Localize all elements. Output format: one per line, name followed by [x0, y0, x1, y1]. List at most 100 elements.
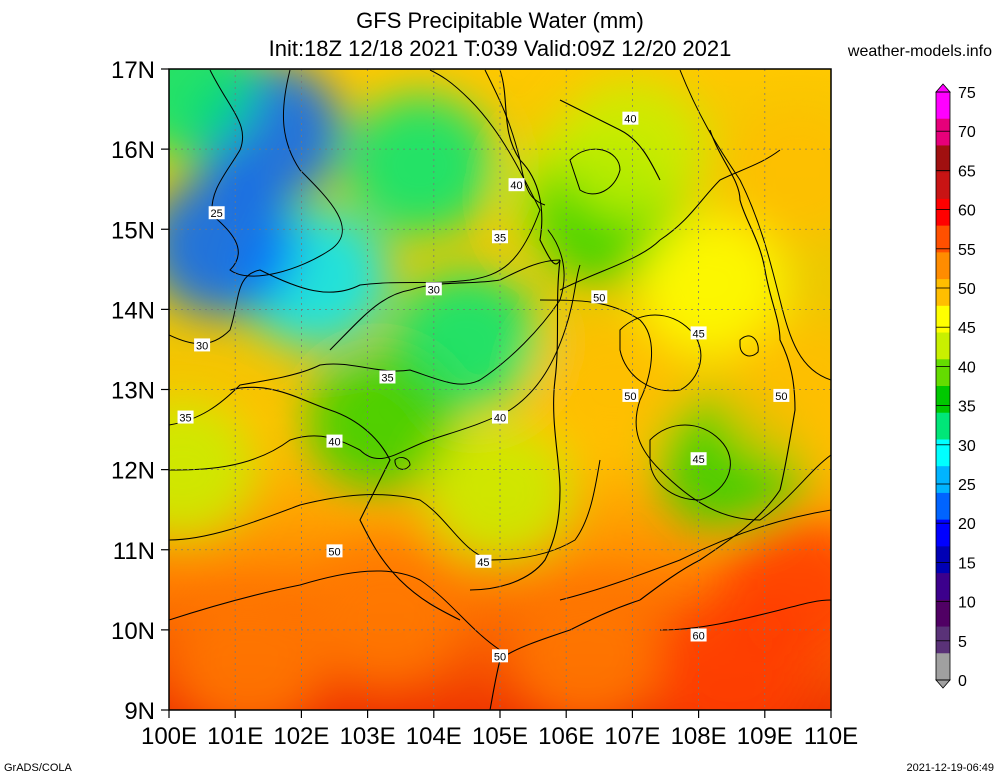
map-subtitle: Init:18Z 12/18 2021 T:039 Valid:09Z 12/2… — [268, 36, 732, 61]
contour-45-blob2 — [739, 335, 759, 357]
footer-software-label: GrADS/COLA — [4, 762, 72, 774]
contour-label: 50 — [326, 544, 343, 558]
contour-label: 50 — [622, 388, 639, 403]
colorbar-tick-label: 65 — [958, 163, 976, 180]
colorbar-tick-label: 45 — [958, 320, 976, 337]
contour-45-south — [169, 459, 601, 561]
colorbar-swatch — [936, 225, 950, 253]
lat-tick-label: 10N — [111, 618, 155, 645]
contour-55-east — [679, 69, 831, 381]
border-laos-vietnam — [499, 69, 561, 265]
lon-tick-label: 103E — [340, 723, 396, 750]
lon-tick-label: 109E — [737, 723, 793, 750]
colorbar-swatch — [936, 439, 950, 467]
lon-tick-label: 101E — [207, 723, 263, 750]
field-blob — [169, 175, 297, 316]
contour-35-blob — [394, 457, 411, 470]
lat-tick-label: 12N — [111, 458, 155, 485]
field-blob — [537, 319, 688, 460]
colorbar-tick-label: 75 — [958, 85, 976, 102]
contour-label: 50 — [492, 649, 508, 663]
contour-50-loop — [619, 314, 702, 392]
colorbar-tick-label: 50 — [958, 281, 976, 298]
border-laos-cambodia — [329, 259, 561, 351]
colorbar-top-arrow — [935, 83, 951, 93]
svg-text:45: 45 — [692, 454, 704, 466]
contour-50-south — [169, 570, 501, 651]
lon-tick-label: 106E — [538, 723, 594, 750]
coastline-east — [639, 129, 796, 601]
contour-label: 40 — [508, 178, 525, 192]
contour-45-loop — [649, 424, 731, 501]
borders-coastline — [229, 69, 796, 710]
lat-tick-label: 9N — [124, 698, 155, 725]
field-blob — [173, 591, 324, 710]
contour-label: 40 — [622, 111, 639, 126]
contour-label: 50 — [773, 388, 790, 403]
field-blob — [312, 543, 463, 684]
svg-text:60: 60 — [692, 630, 704, 642]
border-vietnam-cambodia — [469, 259, 561, 591]
field-blob — [511, 583, 662, 710]
field-blob — [722, 103, 831, 244]
field-blob — [169, 399, 258, 540]
colorbar-swatch — [936, 626, 950, 654]
lon-tick-label: 104E — [406, 723, 462, 750]
colorbar-swatch — [936, 359, 950, 387]
colorbar-tick-label: 40 — [958, 359, 976, 376]
colorbar-swatch — [936, 305, 950, 334]
contour-50-east — [539, 299, 831, 521]
coastline-south — [489, 599, 641, 710]
border-thai-cambodia — [229, 386, 461, 621]
contour-label: 35 — [379, 370, 396, 384]
contour-55-south — [559, 509, 831, 601]
colorbar-swatch — [936, 279, 950, 307]
colorbar-swatch — [936, 172, 950, 200]
lat-tick-label: 13N — [111, 378, 155, 405]
colorbar-swatch — [936, 653, 950, 681]
colorbar-tick-label: 0 — [958, 673, 967, 690]
svg-text:40: 40 — [328, 437, 340, 449]
colorbar-tick-label: 20 — [958, 516, 976, 533]
svg-text:50: 50 — [494, 651, 506, 663]
field-blob — [722, 519, 831, 660]
lon-tick-label: 100E — [141, 723, 197, 750]
lat-tick-label: 17N — [111, 57, 155, 84]
contour-label-group: 25 30 35 30 35 35 40 40 40 40 45 45 45 50 50 50 50 50 60 — [177, 111, 790, 663]
svg-text:25: 25 — [211, 208, 223, 220]
contour-45-east — [559, 149, 781, 291]
svg-text:50: 50 — [593, 292, 605, 304]
lon-tick-label: 107E — [604, 723, 660, 750]
lat-tick-label: 16N — [111, 137, 155, 164]
colorbar-swatch — [936, 573, 950, 601]
colorbar-tick-label: 10 — [958, 595, 976, 612]
contour-60 — [659, 599, 831, 631]
contour-label: 60 — [690, 628, 707, 642]
lat-tick-label: 14N — [111, 297, 155, 324]
field-blob — [345, 95, 496, 236]
colorbar-swatch — [936, 412, 950, 440]
lat-tick-label: 15N — [111, 217, 155, 244]
contour-25 — [209, 69, 343, 277]
lat-lon-grid — [169, 69, 831, 710]
contour-40-ring — [569, 148, 621, 195]
svg-text:40: 40 — [494, 413, 506, 425]
contour-label: 50 — [591, 290, 608, 304]
colorbar-swatch — [936, 599, 950, 628]
svg-text:50: 50 — [624, 391, 636, 403]
contour-label: 35 — [492, 230, 508, 244]
contour-label: 30 — [194, 338, 211, 352]
colorbar-tick-label: 70 — [958, 124, 976, 141]
lon-tick-label: 105E — [472, 723, 528, 750]
colorbar-swatch — [936, 492, 950, 521]
svg-text:35: 35 — [494, 232, 506, 244]
map-title: GFS Precipitable Water (mm) — [356, 8, 644, 33]
contour-40-mid — [169, 264, 581, 471]
colorbar-swatch — [936, 118, 950, 146]
colorbar-swatch — [936, 252, 950, 280]
field-blob — [305, 351, 456, 492]
svg-text:50: 50 — [328, 546, 340, 558]
contour-label: 45 — [690, 326, 707, 340]
colorbar-swatch — [936, 198, 950, 227]
